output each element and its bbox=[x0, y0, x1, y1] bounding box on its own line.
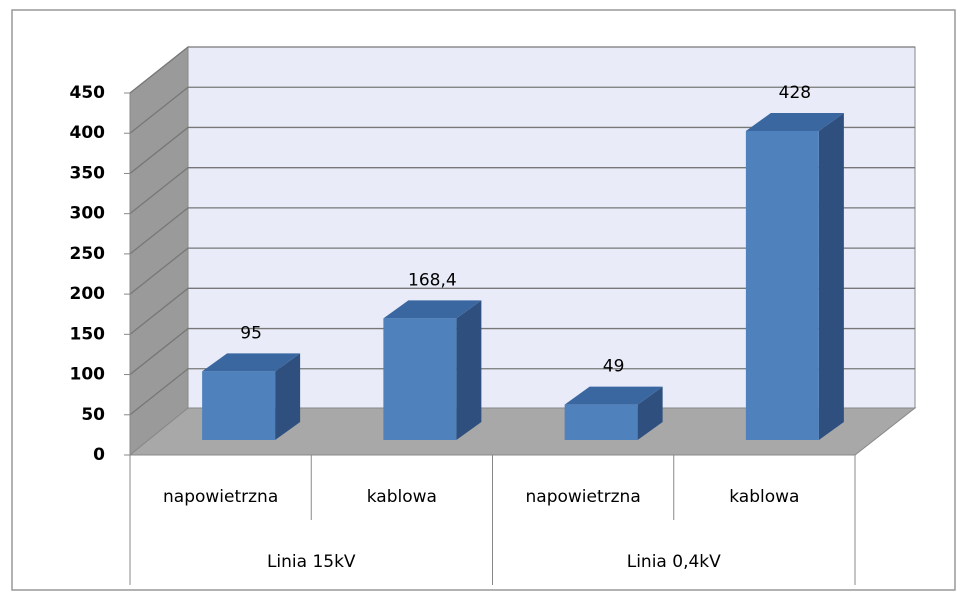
grid-line bbox=[129, 247, 915, 295]
bar-face bbox=[383, 318, 457, 440]
grid-line bbox=[129, 86, 915, 134]
data-label: 428 bbox=[779, 83, 811, 103]
y-tick-label: 0 bbox=[93, 445, 105, 465]
bar-face bbox=[275, 353, 301, 440]
x-tick-label: kablowa bbox=[367, 487, 437, 507]
y-tick-label: 400 bbox=[70, 123, 106, 143]
grid-line bbox=[129, 207, 915, 255]
y-tick-label: 50 bbox=[81, 405, 105, 425]
grid-line bbox=[129, 46, 915, 94]
grid-line bbox=[129, 368, 915, 416]
data-label: 95 bbox=[240, 323, 262, 343]
side-wall bbox=[129, 45, 189, 457]
bar-face bbox=[564, 386, 663, 405]
x-tick-label: napowietrzna bbox=[163, 487, 278, 507]
bar-face bbox=[456, 300, 482, 440]
bar bbox=[564, 386, 663, 440]
grid-line bbox=[129, 167, 915, 215]
x-tick-label: kablowa bbox=[729, 487, 799, 507]
bar-face bbox=[202, 353, 301, 372]
grid-line bbox=[129, 126, 915, 174]
bar-face bbox=[202, 371, 276, 440]
bar bbox=[745, 112, 844, 440]
y-tick-label: 450 bbox=[70, 83, 106, 103]
y-tick-label: 350 bbox=[70, 163, 106, 183]
floor bbox=[128, 407, 917, 456]
bar-face bbox=[383, 300, 482, 319]
grid-line bbox=[129, 327, 915, 376]
x-tick-label: napowietrzna bbox=[526, 487, 641, 507]
y-tick-label: 150 bbox=[70, 324, 106, 344]
bar-face bbox=[637, 386, 663, 440]
data-label: 49 bbox=[603, 357, 625, 377]
data-label: 168,4 bbox=[408, 270, 457, 290]
bar-face bbox=[818, 112, 844, 440]
bar-face bbox=[745, 130, 819, 440]
y-tick-label: 100 bbox=[70, 365, 106, 385]
bar bbox=[202, 353, 301, 440]
y-tick-label: 250 bbox=[70, 244, 106, 264]
bar-face bbox=[745, 112, 844, 131]
bar-face bbox=[564, 404, 638, 440]
grid-line bbox=[129, 287, 915, 335]
bar bbox=[383, 300, 482, 440]
group-label: Linia 15kV bbox=[267, 552, 356, 572]
group-label: Linia 0,4kV bbox=[627, 552, 721, 572]
y-tick-label: 300 bbox=[70, 204, 106, 224]
y-tick-label: 200 bbox=[70, 284, 106, 304]
